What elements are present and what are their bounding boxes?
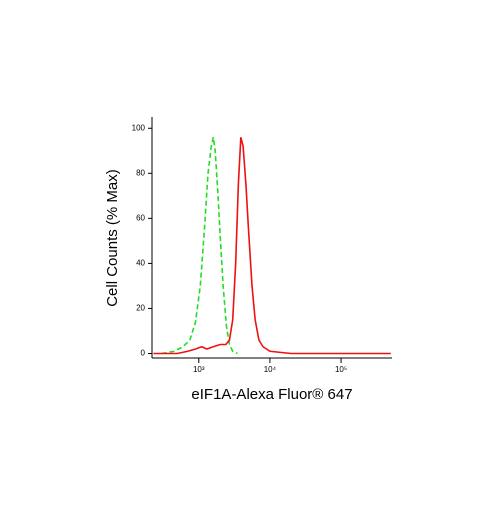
y-tick-label: 0 — [141, 349, 146, 358]
y-tick-label: 20 — [136, 304, 145, 313]
x-tick-label: 10⁵ — [335, 365, 347, 374]
y-tick-label: 40 — [136, 259, 145, 268]
x-tick-label: 10³ — [193, 365, 205, 374]
y-tick-label: 60 — [136, 213, 145, 222]
x-axis-label: eIF1A-Alexa Fluor® 647 — [191, 386, 352, 403]
y-axis-label: Cell Counts (% Max) — [104, 169, 121, 307]
series-line — [161, 137, 238, 355]
y-tick-label: 80 — [136, 168, 145, 177]
x-tick-label: 10⁴ — [264, 365, 277, 374]
y-tick-label: 100 — [132, 123, 146, 132]
series-line — [153, 137, 391, 355]
